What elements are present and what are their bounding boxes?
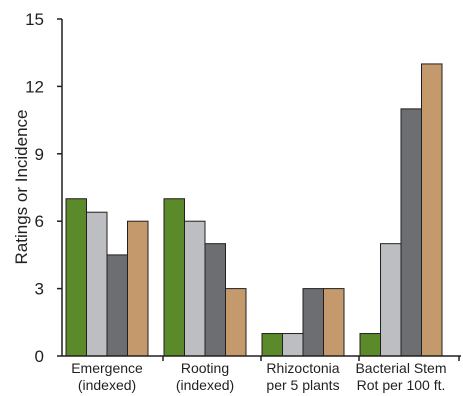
bar-3-3	[302, 288, 324, 357]
category-label: per 5 plants	[266, 377, 339, 393]
bar-3-1	[261, 333, 283, 357]
bar-2-4	[225, 288, 247, 357]
bars-group	[65, 63, 443, 357]
y-tick-label: 6	[35, 212, 44, 231]
bar-2-3	[204, 243, 226, 357]
bar-3-4	[323, 288, 345, 357]
bar-2-1	[163, 198, 185, 357]
bar-4-3	[400, 108, 422, 357]
bar-4-2	[380, 243, 402, 357]
category-labels: Emergence(indexed)Rooting(indexed)Rhizoc…	[71, 360, 446, 393]
category-label: (indexed)	[78, 377, 136, 393]
x-axis-ticks	[162, 356, 460, 361]
y-tick-label: 0	[35, 347, 44, 366]
category-label: Bacterial Stem	[355, 360, 446, 376]
y-tick-label: 15	[25, 10, 44, 29]
y-axis-ticks: 0 3 6 9 12 15	[25, 10, 62, 366]
category-label: Rooting	[181, 360, 229, 376]
y-tick-label: 9	[35, 145, 44, 164]
bar-1-3	[106, 254, 128, 357]
bar-1-1	[65, 198, 87, 357]
bar-4-4	[421, 63, 443, 357]
bar-4-1	[359, 333, 381, 357]
category-label: Emergence	[71, 360, 143, 376]
bar-3-2	[282, 333, 304, 357]
bar-2-2	[184, 220, 206, 357]
y-axis-title: Ratings or Incidence	[12, 110, 31, 265]
bar-1-2	[86, 211, 108, 357]
category-label: (indexed)	[176, 377, 234, 393]
category-label: Rot per 100 ft.	[357, 377, 446, 393]
bar-1-4	[127, 220, 149, 357]
category-label: Rhizoctonia	[266, 360, 339, 376]
y-tick-label: 12	[25, 77, 44, 96]
y-tick-label: 3	[35, 280, 44, 299]
